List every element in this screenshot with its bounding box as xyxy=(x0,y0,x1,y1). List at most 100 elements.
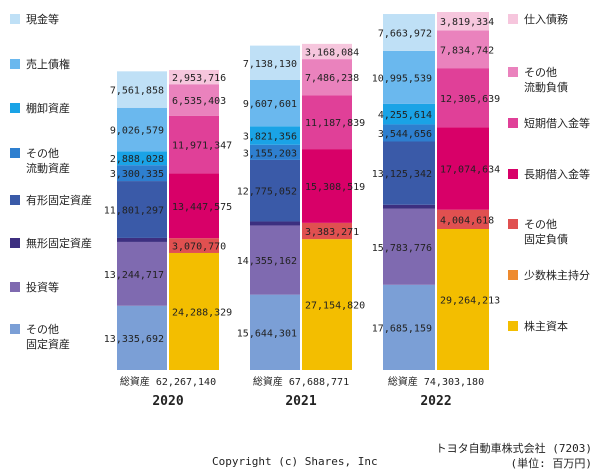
asset-value-2022-その他固定資産: 17,685,159 xyxy=(372,323,432,334)
legend-item-有形固定資産: 有形固定資産 xyxy=(10,193,92,208)
legend-swatch xyxy=(10,238,20,248)
legend-item-少数株主持分: 少数株主持分 xyxy=(508,268,590,283)
legend-item-現金等: 現金等 xyxy=(10,12,59,27)
asset-value-2020-その他固定資産: 13,335,692 xyxy=(104,334,164,345)
liab-value-2021-短期借入金等: 11,187,839 xyxy=(305,118,365,129)
liab-bar-2022-長期借入金等 xyxy=(437,127,489,210)
legend-item-棚卸資産: 棚卸資産 xyxy=(10,101,70,116)
asset-bar-2020-売上債権 xyxy=(117,107,167,152)
asset-value-2020-売上債権: 9,026,579 xyxy=(110,126,164,137)
liab-value-2020-長期借入金等: 13,447,575 xyxy=(172,202,232,213)
legend-swatch xyxy=(10,195,20,205)
liab-bar-2021-短期借入金等 xyxy=(302,95,352,150)
asset-bar-2020-無形固定資産 xyxy=(117,237,167,242)
asset-bar-2020-現金等 xyxy=(117,71,167,108)
legend-item-その他固定負債: その他 固定負債 xyxy=(508,217,568,247)
asset-value-2022-売上債権: 10,995,539 xyxy=(372,73,432,84)
legend-item-その他流動負債: その他 流動負債 xyxy=(508,65,568,95)
legend-swatch xyxy=(508,219,518,229)
asset-bar-2022-売上債権 xyxy=(383,50,435,104)
liab-value-2022-その他固定負債: 4,004,618 xyxy=(440,215,494,226)
asset-bar-2020-棚卸資産 xyxy=(117,151,167,166)
legend-item-売上債権: 売上債権 xyxy=(10,57,70,72)
liab-value-2022-株主資本: 29,264,213 xyxy=(440,296,500,307)
asset-bar-2020-その他固定資産 xyxy=(117,305,167,370)
liab-bar-2021-その他流動負債 xyxy=(302,59,352,96)
liab-value-2021-長期借入金等: 15,308,519 xyxy=(305,182,365,193)
legend-label: その他 流動資産 xyxy=(26,147,70,175)
legend-swatch xyxy=(508,67,518,77)
asset-bar-2021-その他流動資産 xyxy=(250,144,300,160)
legend-label: その他 固定負債 xyxy=(524,218,568,246)
asset-bar-2020-有形固定資産 xyxy=(117,181,167,238)
liab-bar-2022-仕入債務 xyxy=(437,12,489,31)
legend-swatch xyxy=(10,324,20,334)
legend-swatch xyxy=(508,169,518,179)
liab-bar-2020-仕入債務 xyxy=(169,69,219,85)
asset-value-2020-現金等: 7,561,858 xyxy=(110,86,164,97)
legend-swatch xyxy=(10,148,20,158)
legend-swatch xyxy=(508,14,518,24)
asset-bar-2021-その他固定資産 xyxy=(250,294,300,370)
liab-value-2022-短期借入金等: 12,305,639 xyxy=(440,94,500,105)
copyright-text: Copyright (c) Shares, Inc xyxy=(212,455,378,468)
liab-bar-2021-株主資本 xyxy=(302,239,352,370)
liab-bar-2020-株主資本 xyxy=(169,252,219,370)
liab-value-2020-その他流動負債: 6,535,403 xyxy=(172,96,226,107)
liab-bar-2020-その他固定負債 xyxy=(169,238,219,253)
liab-value-2021-株主資本: 27,154,820 xyxy=(305,301,365,312)
legend-label: 無形固定資産 xyxy=(26,237,92,250)
asset-bar-2022-その他流動資産 xyxy=(383,124,435,142)
asset-bar-2022-その他固定資産 xyxy=(383,284,435,370)
year-label-2021: 2021 xyxy=(285,394,316,409)
year-label-2022: 2022 xyxy=(420,394,451,409)
legend-item-仕入債務: 仕入債務 xyxy=(508,12,568,27)
asset-bar-2022-投資等 xyxy=(383,208,435,285)
legend-label: 有形固定資産 xyxy=(26,194,92,207)
legend-label: 投資等 xyxy=(26,281,59,294)
asset-value-2020-有形固定資産: 11,801,297 xyxy=(104,206,164,217)
total-assets-2021: 総資産 67,688,771 xyxy=(253,375,349,388)
liab-bar-2021-その他固定負債 xyxy=(302,222,352,240)
year-label-2020: 2020 xyxy=(152,394,183,409)
asset-value-2020-投資等: 13,244,717 xyxy=(104,270,164,281)
legend-item-その他固定資産: その他 固定資産 xyxy=(10,322,70,352)
legend-label: その他 流動負債 xyxy=(524,66,568,94)
legend-label: 現金等 xyxy=(26,13,59,26)
liab-bar-2020-長期借入金等 xyxy=(169,173,219,239)
total-assets-2020: 総資産 62,267,140 xyxy=(120,375,216,388)
asset-bar-2022-棚卸資産 xyxy=(383,103,435,125)
asset-bar-2022-無形固定資産 xyxy=(383,204,435,209)
legend-label: 長期借入金等 xyxy=(524,168,590,181)
asset-value-2021-棚卸資産: 3,821,356 xyxy=(243,132,297,143)
legend-item-株主資本: 株主資本 xyxy=(508,319,568,334)
liab-bar-2022-その他流動負債 xyxy=(437,30,489,69)
asset-value-2021-現金等: 7,138,130 xyxy=(243,59,297,70)
liab-value-2021-仕入債務: 3,168,084 xyxy=(305,48,359,59)
legend-label: 売上債権 xyxy=(26,58,70,71)
legend-swatch xyxy=(10,282,20,292)
asset-value-2021-その他流動資産: 3,155,203 xyxy=(243,148,297,159)
legend-item-短期借入金等: 短期借入金等 xyxy=(508,116,590,131)
liab-bar-2022-株主資本 xyxy=(437,229,489,370)
legend-label: その他 固定資産 xyxy=(26,323,70,351)
liab-bar-2020-その他流動負債 xyxy=(169,84,219,116)
liab-value-2021-その他流動負債: 7,486,238 xyxy=(305,73,359,84)
liab-value-2022-その他流動負債: 7,834,742 xyxy=(440,45,494,56)
legend-label: 株主資本 xyxy=(524,320,568,333)
asset-bar-2021-棚卸資産 xyxy=(250,126,300,145)
asset-value-2021-売上債権: 9,607,601 xyxy=(243,99,297,110)
asset-value-2022-有形固定資産: 13,125,342 xyxy=(372,169,432,180)
asset-value-2022-その他流動資産: 3,544,656 xyxy=(378,129,432,140)
liab-value-2020-仕入債務: 2,953,716 xyxy=(172,73,226,84)
asset-value-2020-棚卸資産: 2,888,028 xyxy=(110,154,164,165)
asset-bar-2020-その他流動資産 xyxy=(117,165,167,182)
asset-value-2022-現金等: 7,663,972 xyxy=(378,28,432,39)
liab-value-2020-株主資本: 24,288,329 xyxy=(172,307,232,318)
liab-bar-2021-仕入債務 xyxy=(302,43,352,60)
liab-value-2021-その他固定負債: 3,383,271 xyxy=(305,227,359,238)
liab-value-2020-その他固定負債: 3,070,770 xyxy=(172,242,226,253)
liab-bar-2022-短期借入金等 xyxy=(437,68,489,128)
liab-bar-2021-長期借入金等 xyxy=(302,149,352,223)
